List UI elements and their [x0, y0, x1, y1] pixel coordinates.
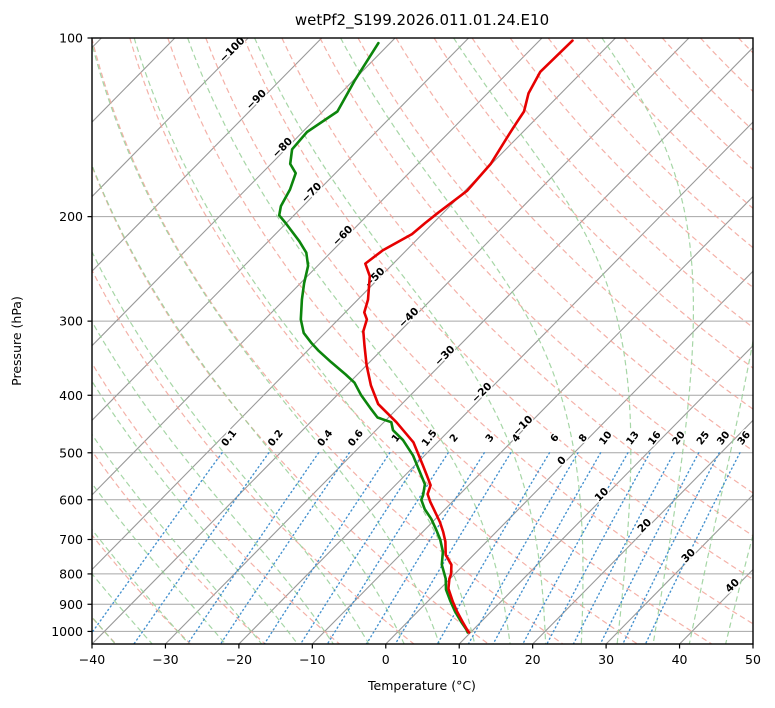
moist-adiabat-line [187, 38, 511, 644]
temperature-curve-group [362, 39, 574, 634]
isotherm-line [92, 38, 543, 496]
plot-frame [91, 37, 754, 645]
y-tick-label: 300 [59, 314, 83, 329]
dry-adiabat-line [585, 38, 753, 210]
mixing-ratio-line [394, 452, 512, 644]
isotherm-line [92, 38, 323, 272]
dewpoint-curve [277, 41, 469, 634]
moist-adiabat-line [92, 41, 440, 644]
dry-adiabat-line [167, 38, 713, 644]
dry-adiabat-line [205, 38, 753, 625]
isotherm-line [532, 419, 753, 644]
dry-adiabat-line [281, 38, 753, 537]
dry-adiabat-line [129, 38, 638, 644]
y-tick-label: 1000 [51, 624, 83, 639]
dry-adiabat-line [92, 534, 191, 644]
y-tick-label: 500 [59, 445, 83, 460]
mixing-ratio-line [219, 452, 350, 644]
y-axis-ticks-group: 100 200 300 400 500 600 700 800 900 1000 [51, 31, 92, 639]
x-axis-ticks-group: −40 −30 −20 −10 0 10 20 30 40 50 [79, 644, 761, 667]
dry-adiabat-line [471, 38, 753, 329]
mixing-ratio-line [186, 452, 320, 644]
y-tick-label: 700 [59, 532, 83, 547]
y-tick-label: 800 [59, 566, 83, 581]
isotherm-line [238, 121, 753, 644]
x-tick-label: −10 [299, 652, 325, 667]
isotherm-line [92, 38, 616, 571]
dry-adiabat-line [92, 450, 266, 644]
dry-adiabat-line [319, 38, 753, 494]
isotherm-line [605, 494, 753, 644]
dewpoint-curve-group [277, 41, 469, 634]
isotherm-line [165, 46, 753, 644]
dry-adiabat-line [395, 38, 753, 410]
isotherm-line [385, 270, 753, 644]
dry-adiabat-line [509, 38, 753, 289]
x-axis-label: Temperature (°C) [367, 678, 476, 693]
moist-adiabat-line [688, 338, 753, 644]
mixing-ratio-line [599, 452, 700, 644]
dry-adiabat-line [92, 268, 415, 644]
moist-adiabat-line [92, 482, 226, 644]
mixing-ratio-line [622, 452, 720, 644]
temperature-curve [362, 39, 574, 634]
dry-adiabat-line [623, 38, 753, 170]
y-tick-label: 100 [59, 31, 83, 46]
mixing-ratio-line [365, 452, 485, 644]
y-tick-label: 600 [59, 492, 83, 507]
x-tick-label: −30 [152, 652, 178, 667]
dry-adiabat-line [433, 38, 753, 369]
x-tick-label: 10 [451, 652, 467, 667]
dry-adiabat-line [357, 38, 753, 452]
y-tick-label: 400 [59, 388, 83, 403]
x-tick-label: −20 [226, 652, 252, 667]
y-tick-label: 200 [59, 209, 83, 224]
moist-adiabat-line [92, 320, 334, 644]
x-tick-label: 50 [745, 652, 761, 667]
mixing-ratio-line [133, 452, 270, 644]
mixing-ratio-line [263, 452, 391, 644]
x-tick-label: 30 [598, 652, 614, 667]
isotherm-line [92, 38, 396, 347]
chart-title: wetPf2_S199.2026.011.01.24.E10 [295, 11, 549, 30]
mixing-ratio-line [572, 452, 675, 644]
moist-adiabat-line [92, 250, 370, 644]
moist-adiabat-line [725, 532, 753, 644]
x-tick-label: 0 [382, 652, 390, 667]
mixing-ratio-line [644, 452, 741, 644]
mixing-ratio-line [546, 452, 651, 644]
mixing-ratio-line [92, 452, 223, 634]
moist-adiabat-line [453, 38, 632, 644]
isotherm-line [92, 38, 249, 198]
moist-adiabat-line [340, 38, 584, 644]
isotherm-line [458, 344, 753, 644]
mixing-ratio-line [326, 452, 449, 644]
y-tick-label: 900 [59, 597, 83, 612]
x-tick-label: 40 [672, 652, 688, 667]
mixing-ratio-line [522, 452, 629, 644]
isotherm-line [92, 38, 469, 422]
isotherms-group [92, 38, 753, 644]
isotherm-line [92, 38, 690, 644]
x-tick-label: −40 [79, 652, 105, 667]
y-axis-label: Pressure (hPa) [9, 296, 24, 386]
mixing-ratio-line [299, 452, 425, 644]
x-tick-label: 20 [525, 652, 541, 667]
